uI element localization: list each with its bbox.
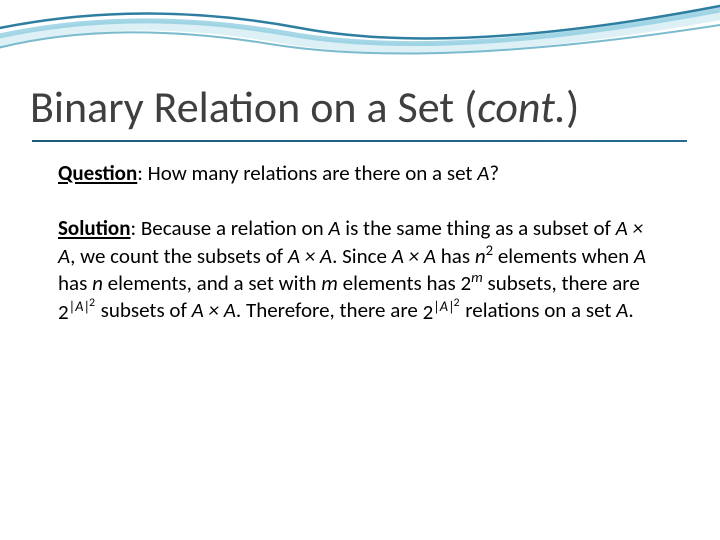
sol-t11: subsets of <box>96 297 192 323</box>
sol-t14: . <box>628 297 633 323</box>
question-text-2: ? <box>489 160 499 186</box>
solution-paragraph: Solution: Because a relation on A is the… <box>58 215 662 326</box>
question-paragraph: Question: How many relations are there o… <box>58 160 662 187</box>
formula-expsq-2: 2 <box>454 296 460 310</box>
decorative-swoosh <box>0 0 720 90</box>
question-label: Question <box>58 160 137 186</box>
formula-base-1: 2 <box>58 299 69 325</box>
sol-A-1: A <box>328 215 340 241</box>
sol-t5: has <box>436 243 475 269</box>
sol-t1: Because a relation on <box>141 215 328 241</box>
sol-n-1: n <box>475 243 486 269</box>
sol-m-sup: m <box>471 268 483 286</box>
title-close: ) <box>566 80 579 134</box>
sol-t8: elements, and a set with <box>103 270 321 296</box>
sol-AxA-2: A × A <box>288 243 332 269</box>
title-cont: cont. <box>477 80 566 134</box>
solution-label: Solution <box>58 215 131 241</box>
sol-t4: . Since <box>332 243 392 269</box>
sol-m-1: m <box>321 270 338 296</box>
title-underline <box>32 140 687 142</box>
question-text-1: How many relations are there on a set <box>148 160 478 186</box>
sol-t12: . Therefore, there are <box>236 297 423 323</box>
sol-AxA-3: A × A <box>392 243 436 269</box>
slide-title: Binary Relation on a Set (cont.) <box>30 80 690 134</box>
sol-n-2: n <box>92 270 103 296</box>
solution-colon: : <box>131 215 141 241</box>
formula-expsq-1: 2 <box>89 296 95 310</box>
sol-AxA-4: A × A <box>192 297 236 323</box>
body-text: Question: How many relations are there o… <box>58 160 662 326</box>
sol-A-2: A <box>634 243 646 269</box>
sol-two-1: 2 <box>461 270 472 296</box>
title-main: Binary Relation on a Set ( <box>30 80 477 134</box>
slide: Binary Relation on a Set (cont.) Questio… <box>0 0 720 540</box>
question-colon: : <box>137 160 147 186</box>
sol-t10: subsets, there are <box>483 270 640 296</box>
formula-exp-1: |A| <box>69 297 90 315</box>
sol-t2: is the same thing as a subset of <box>341 215 616 241</box>
formula-1: 2|A|2 <box>58 299 96 326</box>
sol-A-3: A <box>616 297 628 323</box>
question-set-A: A <box>477 160 489 186</box>
formula-base-2: 2 <box>423 299 434 325</box>
sol-t13: relations on a set <box>461 297 617 323</box>
sol-t9: elements has <box>338 270 461 296</box>
sol-n-sq: 2 <box>486 241 493 259</box>
sol-t3: , we count the subsets of <box>70 243 288 269</box>
formula-2: 2|A|2 <box>423 299 461 326</box>
sol-t6: elements when <box>493 243 634 269</box>
sol-t7: has <box>58 270 92 296</box>
formula-exp-2: |A| <box>433 297 454 315</box>
